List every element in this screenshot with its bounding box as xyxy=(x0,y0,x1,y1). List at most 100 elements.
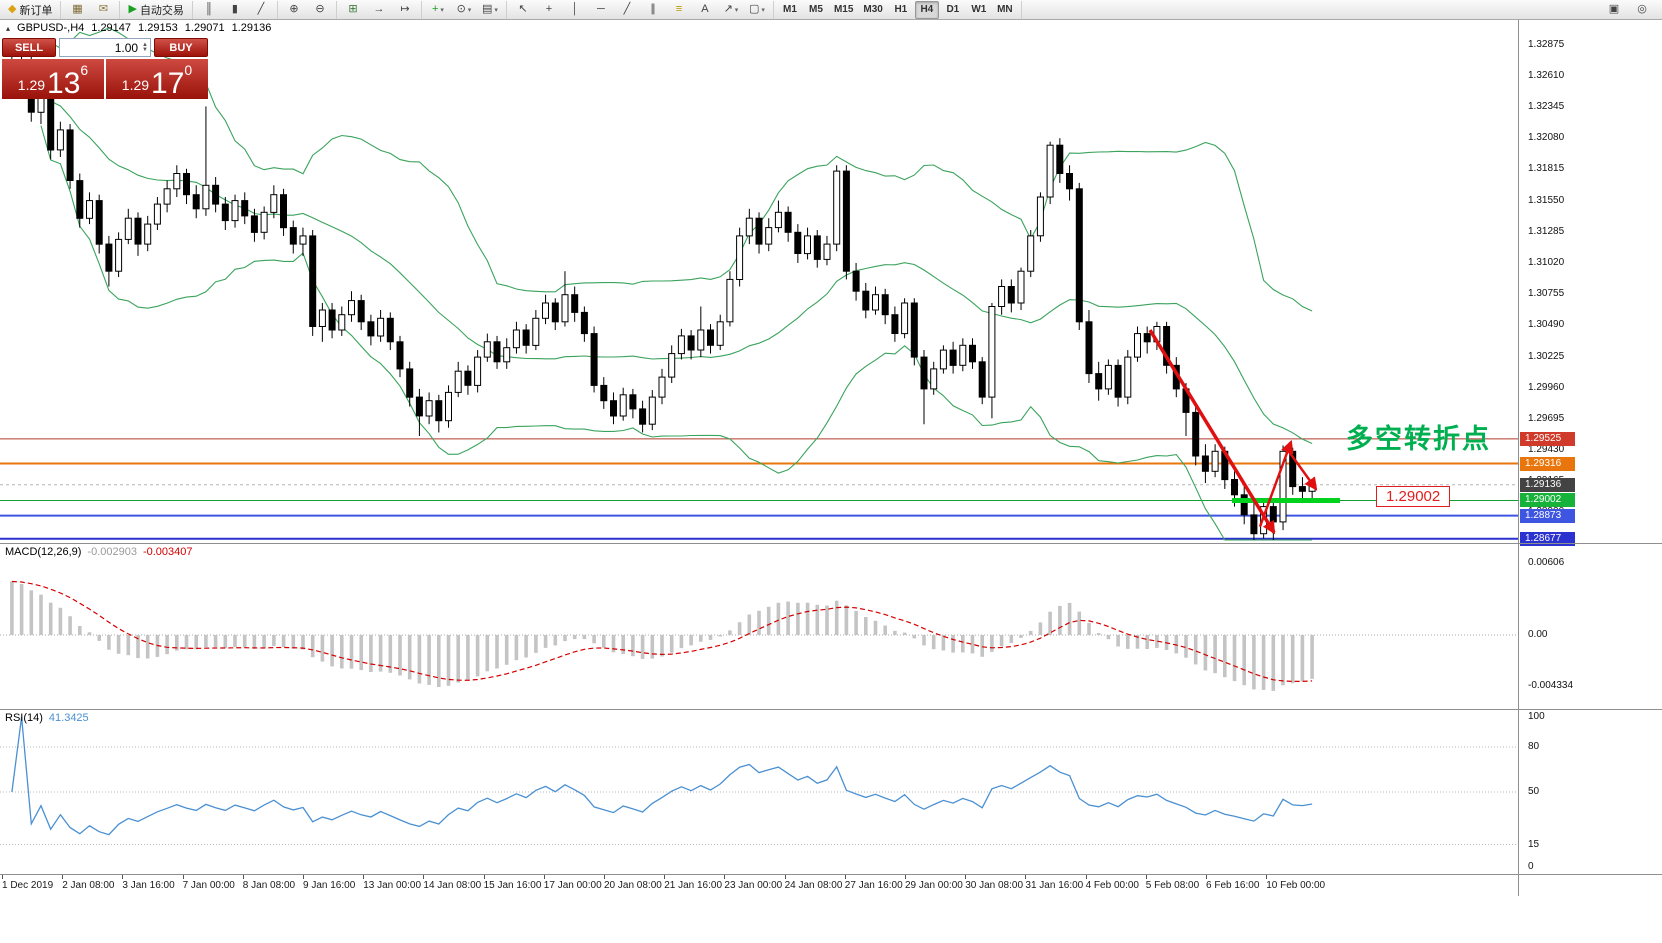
timeframe-d1-button[interactable]: D1 xyxy=(946,4,960,15)
timeframe-m5-button[interactable]: M5 xyxy=(808,4,823,15)
dropdown-caret-icon: ▾ xyxy=(494,6,498,14)
price-tick-label: 1.31285 xyxy=(1528,225,1565,237)
timeframe-h4-button[interactable]: H4 xyxy=(914,0,939,19)
templates-icon: ▤ xyxy=(481,3,493,15)
line-chart-button[interactable]: ╱ xyxy=(249,1,273,19)
channel-button[interactable]: ∥ xyxy=(641,1,665,19)
autotrade-button[interactable]: ▶ 自动交易 xyxy=(124,1,187,19)
time-tick-label: 21 Jan 16:00 xyxy=(664,880,723,891)
bar-chart-icon: ║ xyxy=(205,3,213,15)
line-chart-icon: ╱ xyxy=(257,3,265,15)
one-click-trading-panel: SELL 1.00 ▲ ▼ BUY 1.29 13 6 1.29 17 0 xyxy=(2,38,208,99)
price-tick-label: 1.32610 xyxy=(1528,69,1565,81)
time-tick xyxy=(303,875,304,879)
profiles-button[interactable]: ✉ xyxy=(91,1,115,19)
timeframe-m1-button[interactable]: M1 xyxy=(782,4,797,15)
time-tick xyxy=(423,875,425,879)
time-tick xyxy=(844,875,846,879)
spinner-up-icon[interactable]: ▲ xyxy=(142,41,148,48)
autotrade-button-label: 自动交易 xyxy=(139,4,184,17)
indicators-button[interactable]: + ▾ xyxy=(426,1,450,19)
fibonacci-icon: ≡ xyxy=(675,3,683,15)
text-button[interactable]: A xyxy=(693,1,717,19)
price-tick-label: 1.31550 xyxy=(1528,194,1565,206)
trend-arrows[interactable] xyxy=(1148,329,1318,535)
sell-button[interactable]: SELL xyxy=(2,38,56,57)
tile-windows-button[interactable]: ⊞ xyxy=(341,1,365,19)
zoom-in-button[interactable]: ⊕ xyxy=(282,1,306,19)
volume-input[interactable]: 1.00 ▲ ▼ xyxy=(59,38,151,57)
chart-window-button[interactable]: ▦ xyxy=(65,1,89,19)
time-tick-label: 9 Jan 16:00 xyxy=(303,880,356,891)
trendline-button[interactable]: ╱ xyxy=(615,1,639,19)
collapse-trade-panel-icon[interactable]: ▴ xyxy=(6,23,11,33)
macd-panel-separator[interactable] xyxy=(0,543,1662,544)
turn-down-arrow xyxy=(1285,448,1318,491)
timeframe-w1-button[interactable]: W1 xyxy=(971,4,987,15)
chart-window-icon: ▦ xyxy=(72,3,83,15)
volume-spinner[interactable]: ▲ ▼ xyxy=(142,41,148,53)
time-axis: 1 Dec 2019 2 Jan 08:00 3 Jan 16:00 7 Jan 00… xyxy=(0,875,1518,897)
timeframe-m30-button[interactable]: M30 xyxy=(863,4,883,15)
pivot-tag: 1.29316 xyxy=(1520,456,1575,471)
rsi-header: RSI(14) 41.3425 xyxy=(5,712,89,724)
timeframe-m15-button[interactable]: M15 xyxy=(833,4,854,15)
time-tick-label: 23 Jan 00:00 xyxy=(724,880,783,891)
time-tick xyxy=(604,875,605,879)
chart-shift-button[interactable]: ↦ xyxy=(393,1,417,19)
autoscroll-button[interactable]: → xyxy=(367,1,391,19)
shapes-button[interactable]: ▢ ▾ xyxy=(745,1,769,19)
time-tick xyxy=(182,875,184,879)
buy-button[interactable]: BUY xyxy=(154,38,208,57)
periods-button[interactable]: ⊙ ▾ xyxy=(452,1,476,19)
candlestick-button[interactable]: ▮ xyxy=(223,1,247,19)
main-chart[interactable] xyxy=(0,19,1518,543)
timeframe-h1-button[interactable]: H1 xyxy=(894,4,908,15)
fibonacci-button[interactable]: ≡ xyxy=(667,1,691,19)
rsi-scale-label: 80 xyxy=(1528,741,1540,752)
chart-shift-icon: ↦ xyxy=(400,3,410,15)
time-tick-label: 4 Feb 00:00 xyxy=(1085,880,1139,891)
spinner-down-icon[interactable]: ▼ xyxy=(142,46,148,53)
sell-price-sup: 6 xyxy=(80,62,89,78)
rsi-panel-chart[interactable] xyxy=(0,710,1518,874)
time-tick-label: 17 Jan 00:00 xyxy=(543,880,602,891)
zoom-out-button[interactable]: ⊖ xyxy=(308,1,332,19)
macd-scale-label: 0.00 xyxy=(1528,629,1548,640)
symbol-timeframe-label: GBPUSD-,H4 xyxy=(17,22,85,34)
price-tick-label: 1.32345 xyxy=(1528,100,1565,112)
time-tick xyxy=(2,875,3,879)
dropdown-caret-icon: ▾ xyxy=(761,6,765,14)
chart-list-icon: ▣ xyxy=(1608,3,1620,15)
buy-price-button[interactable]: 1.29 17 0 xyxy=(106,59,208,99)
trendline-icon: ╱ xyxy=(623,3,631,15)
time-tick-label: 31 Jan 16:00 xyxy=(1025,880,1084,891)
templates-button[interactable]: ▤ ▾ xyxy=(478,1,502,19)
chart-misc-group: ▦ ✉ xyxy=(61,0,121,19)
sell-price-button[interactable]: 1.29 13 6 xyxy=(2,59,104,99)
new-order-button[interactable]: ◆ 新订单 xyxy=(4,1,56,19)
rsi-panel-separator[interactable] xyxy=(0,709,1662,710)
sell-price-big: 13 xyxy=(47,66,81,100)
search-button[interactable]: ◎ xyxy=(1630,1,1654,19)
current-price-tag: 1.29136 xyxy=(1520,477,1575,492)
arrows-button[interactable]: ↗ ▾ xyxy=(719,1,743,19)
horizontal-line-button[interactable]: ─ xyxy=(589,1,613,19)
zoom-group: ⊕ ⊖ xyxy=(278,0,337,19)
time-tick-label: 24 Jan 08:00 xyxy=(784,880,843,891)
macd-scale-label: 0.00606 xyxy=(1528,557,1565,568)
chart-list-button[interactable]: ▣ xyxy=(1602,1,1626,19)
zoom-out-icon: ⊖ xyxy=(315,3,325,15)
autoscroll-icon: → xyxy=(373,3,385,15)
bar-chart-button[interactable]: ║ xyxy=(197,1,221,19)
time-tick xyxy=(784,875,786,879)
time-tick xyxy=(1025,875,1027,879)
macd-panel-chart[interactable] xyxy=(0,544,1518,709)
time-tick-label: 20 Jan 08:00 xyxy=(604,880,662,891)
cursor-button[interactable]: ↖ xyxy=(511,1,535,19)
crosshair-button[interactable]: + xyxy=(537,1,561,19)
vertical-line-button[interactable]: │ xyxy=(563,1,587,19)
timeframe-mn-button[interactable]: MN xyxy=(997,4,1013,15)
text-icon: A xyxy=(701,3,709,15)
crosshair-icon: + xyxy=(545,3,553,15)
